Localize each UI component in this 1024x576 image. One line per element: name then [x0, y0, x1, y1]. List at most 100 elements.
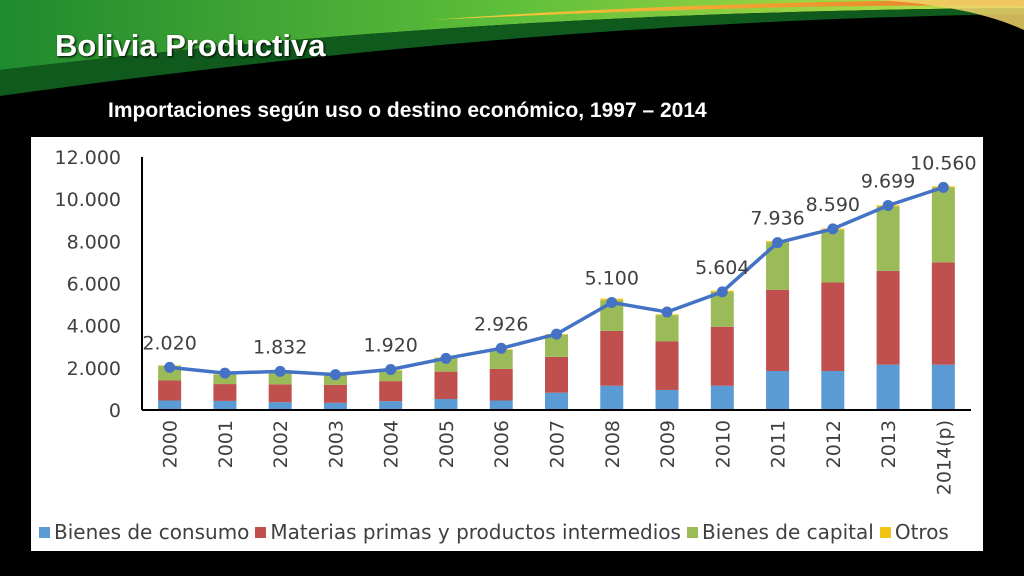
legend-swatch: [879, 526, 891, 538]
bar-capital: [710, 291, 734, 327]
y-tick-label: 12.000: [55, 147, 121, 169]
axes: [141, 157, 971, 411]
total-point: [551, 328, 562, 340]
x-tick-label: 2002: [270, 420, 292, 468]
bar-capital: [379, 370, 403, 382]
x-tick-label: 2010: [712, 420, 734, 468]
bar-materias: [931, 262, 955, 365]
legend: Bienes de consumo Materias primas y produ…: [39, 520, 955, 544]
bar-consumo: [655, 389, 679, 410]
bar-consumo: [213, 400, 237, 410]
bar-consumo: [489, 400, 513, 410]
bar-capital: [213, 374, 237, 385]
bar-consumo: [931, 364, 955, 410]
x-axis-ticks: 2000 2001 2002 2003 2004 2005 2006 2007 2008 2009…: [160, 420, 956, 495]
bar-capital: [600, 300, 624, 331]
bar-materias: [600, 330, 624, 386]
y-tick-label: 8.000: [67, 231, 121, 253]
bar-materias: [821, 282, 845, 371]
bar-consumo: [545, 392, 568, 410]
data-label: 5.100: [585, 267, 639, 289]
decorative-swoosh: [0, 0, 1024, 130]
total-point: [274, 365, 286, 377]
bar-materias: [379, 381, 403, 402]
x-tick-label: 2014(p): [933, 420, 955, 495]
bar-consumo: [766, 370, 790, 410]
y-tick-label: 4.000: [67, 316, 121, 338]
x-tick-label: 2011: [768, 420, 790, 468]
legend-label: Otros: [894, 520, 949, 544]
y-axis-ticks: 0 2.000 4.000 6.000 8.000 10.000 12.000: [55, 147, 121, 422]
data-label: 2.020: [142, 332, 196, 354]
legend-item-otros: Otros: [879, 520, 949, 544]
bar-materias: [268, 384, 292, 403]
x-tick-label: 2003: [325, 420, 347, 468]
bar-capital: [931, 187, 955, 263]
total-point: [661, 306, 673, 318]
bar-capital: [655, 315, 679, 342]
total-point: [440, 352, 452, 364]
bar-capital: [323, 375, 347, 385]
bar-materias: [434, 371, 458, 400]
legend-label: Materias primas y productos intermedios: [270, 520, 681, 544]
bar-capital: [766, 242, 790, 290]
data-label: 10.560: [910, 152, 976, 174]
data-label: 2.926: [474, 313, 528, 335]
bar-capital: [545, 334, 568, 357]
data-label: 8.590: [806, 194, 860, 216]
legend-label: Bienes de consumo: [54, 520, 250, 544]
legend-swatch: [255, 526, 267, 538]
total-point: [827, 223, 839, 235]
total-point: [716, 286, 728, 298]
total-point: [937, 181, 949, 193]
bars: [158, 186, 955, 410]
data-label: 5.604: [695, 257, 749, 279]
bar-materias: [489, 368, 513, 401]
total-line: [164, 181, 949, 381]
bar-capital: [434, 357, 458, 372]
legend-label: Bienes de capital: [701, 520, 874, 544]
legend-item-consumo: Bienes de consumo: [39, 520, 249, 544]
x-tick-label: 2000: [160, 420, 182, 468]
slide-title: Bolivia Productiva: [55, 28, 326, 63]
bar-materias: [158, 380, 182, 401]
data-label: 7.936: [750, 208, 804, 230]
bar-consumo: [876, 364, 900, 410]
x-tick-label: 2008: [602, 420, 624, 468]
chart-title: Importaciones según uso o destino económ…: [108, 99, 707, 122]
bar-materias: [323, 384, 347, 403]
bar-consumo: [158, 400, 182, 410]
bar-materias: [545, 356, 568, 393]
data-label: 1.832: [253, 336, 307, 358]
chart-panel: 0 2.000 4.000 6.000 8.000 10.000 12.000 2.020 1…: [31, 137, 983, 551]
bar-materias: [710, 326, 734, 386]
bar-materias: [876, 270, 900, 365]
x-tick-label: 2013: [878, 420, 900, 468]
bar-capital: [821, 229, 845, 283]
total-point: [329, 369, 341, 381]
total-point: [882, 200, 894, 212]
x-tick-label: 2009: [657, 420, 679, 468]
bar-materias: [655, 341, 679, 390]
y-tick-label: 6.000: [67, 274, 121, 296]
total-point: [495, 342, 507, 354]
y-tick-label: 10.000: [55, 189, 121, 211]
bar-materias: [213, 384, 237, 401]
bar-capital: [268, 371, 292, 385]
x-tick-label: 2004: [381, 420, 403, 468]
bar-consumo: [323, 402, 347, 410]
bar-consumo: [434, 399, 458, 410]
total-point: [385, 364, 397, 376]
data-labels: 2.020 1.832 1.920 2.926 5.100 5.604 7.9368.590…: [142, 152, 976, 358]
total-point: [606, 296, 618, 308]
x-tick-label: 2001: [215, 420, 237, 468]
bar-consumo: [600, 385, 624, 410]
bar-consumo: [268, 402, 292, 410]
legend-swatch: [39, 526, 50, 538]
x-tick-label: 2006: [491, 420, 513, 468]
total-point: [164, 361, 176, 373]
data-label: 9.699: [861, 171, 915, 193]
legend-swatch: [686, 526, 698, 538]
bar-consumo: [379, 401, 403, 410]
legend-item-capital: Bienes de capital: [686, 520, 874, 544]
